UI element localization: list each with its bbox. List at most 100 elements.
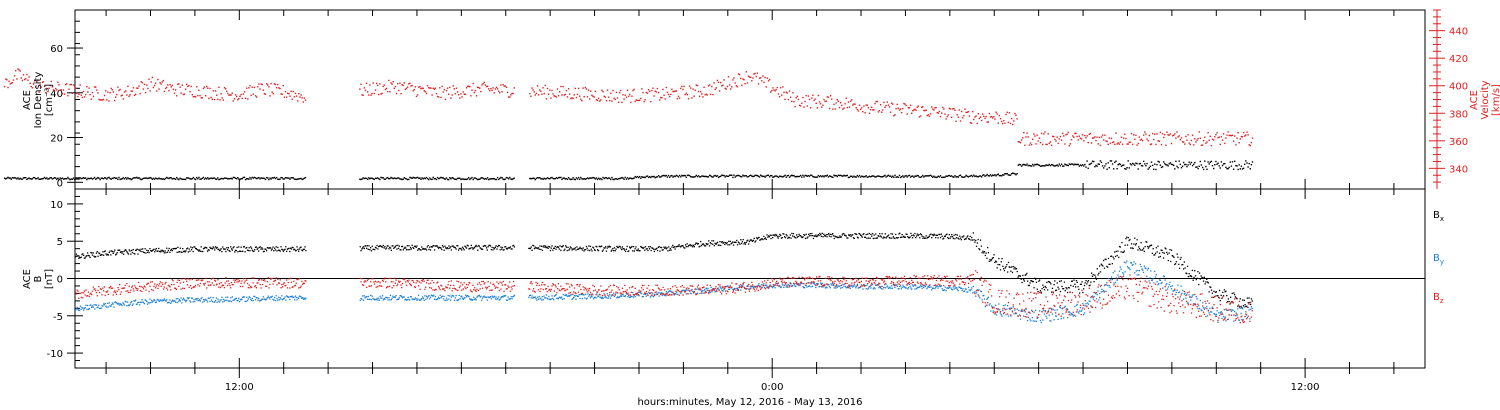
data-point <box>294 248 296 250</box>
data-point <box>1111 263 1113 265</box>
data-point <box>702 292 704 294</box>
data-point <box>152 300 154 302</box>
data-point <box>740 239 742 241</box>
data-point <box>968 289 970 291</box>
data-point <box>680 246 682 248</box>
data-point <box>1134 164 1136 166</box>
data-point <box>686 243 688 245</box>
data-point <box>228 300 230 302</box>
data-point <box>1118 256 1120 258</box>
data-point <box>1017 164 1019 166</box>
data-point <box>786 92 788 94</box>
data-point <box>132 249 134 251</box>
data-point <box>291 177 293 179</box>
data-point <box>1118 163 1120 165</box>
data-point <box>507 247 509 249</box>
data-point <box>138 304 141 306</box>
data-point <box>127 85 129 87</box>
data-point <box>594 296 596 298</box>
data-point <box>589 294 591 296</box>
data-point <box>474 245 476 248</box>
data-point <box>1023 163 1025 166</box>
data-point <box>952 237 954 240</box>
data-point <box>896 285 898 287</box>
data-point <box>792 282 795 285</box>
data-point <box>164 87 167 90</box>
data-point <box>804 284 807 286</box>
data-point <box>697 288 699 290</box>
data-point <box>111 89 113 91</box>
data-point <box>619 177 621 180</box>
data-point <box>819 232 821 235</box>
data-point <box>930 286 932 288</box>
data-point <box>728 244 731 246</box>
data-point <box>1092 274 1094 276</box>
data-point <box>611 294 613 296</box>
data-point <box>23 78 26 81</box>
data-point <box>1027 319 1029 322</box>
data-point <box>1127 237 1129 239</box>
data-point <box>469 86 471 88</box>
data-point <box>214 249 216 251</box>
data-point <box>678 174 681 177</box>
data-point <box>77 95 79 98</box>
data-point <box>102 251 104 253</box>
data-point <box>1063 288 1065 290</box>
data-point <box>1155 143 1157 146</box>
data-point <box>1107 257 1110 260</box>
data-point <box>711 176 713 178</box>
data-point <box>489 244 491 246</box>
data-point <box>675 90 677 92</box>
data-point <box>225 250 227 253</box>
data-point <box>1097 143 1099 145</box>
data-point <box>1179 258 1181 260</box>
data-point <box>436 245 438 247</box>
data-point <box>601 245 603 247</box>
data-point <box>1024 164 1026 166</box>
data-point <box>146 249 148 251</box>
data-point <box>119 303 122 305</box>
data-point <box>260 299 262 301</box>
data-point <box>99 99 101 101</box>
data-point <box>665 86 667 89</box>
data-point <box>374 299 376 301</box>
data-point <box>1153 282 1155 284</box>
data-point <box>811 232 813 235</box>
data-point <box>922 237 924 239</box>
data-point <box>263 177 266 180</box>
data-point <box>1046 143 1048 146</box>
data-point <box>149 90 151 92</box>
data-point <box>780 286 782 289</box>
data-point <box>612 247 614 250</box>
data-point <box>401 297 404 299</box>
data-point <box>740 242 743 245</box>
data-point <box>779 233 781 236</box>
data-point <box>546 297 548 299</box>
data-point <box>117 249 119 251</box>
data-point <box>1007 121 1009 124</box>
data-point <box>701 93 703 95</box>
data-point <box>644 249 646 251</box>
data-point <box>365 82 368 84</box>
data-point <box>738 242 740 244</box>
data-point <box>474 297 476 300</box>
data-point <box>1101 288 1103 290</box>
data-point <box>1143 134 1145 136</box>
data-point <box>12 79 15 81</box>
data-point <box>1171 135 1174 137</box>
data-point <box>746 176 749 178</box>
data-point <box>896 103 898 106</box>
data-point <box>629 247 631 249</box>
data-point <box>282 84 284 87</box>
data-point <box>229 94 231 96</box>
data-point <box>915 235 918 237</box>
data-point <box>894 174 896 176</box>
data-point <box>1102 290 1104 293</box>
data-point <box>1249 168 1251 170</box>
data-point <box>42 81 45 83</box>
data-point <box>567 88 570 90</box>
data-point <box>529 177 531 180</box>
data-point <box>103 304 106 306</box>
data-point <box>513 295 515 297</box>
data-point <box>49 177 51 179</box>
